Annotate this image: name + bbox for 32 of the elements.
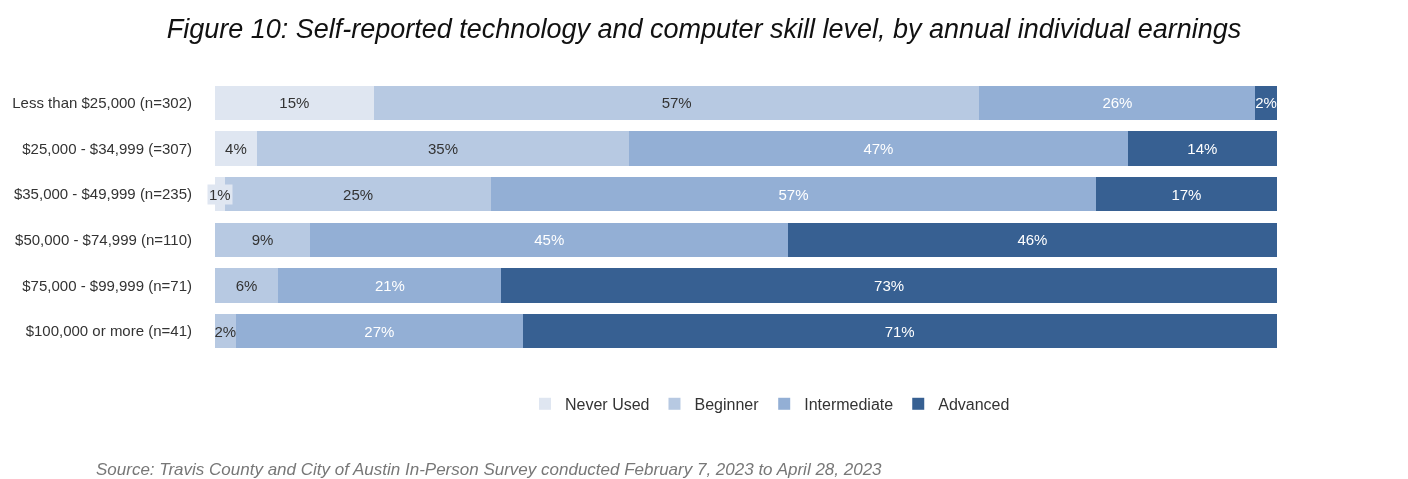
data-label: 73% xyxy=(874,277,905,295)
data-label: 57% xyxy=(778,185,809,203)
y-tick-label: $35,000 - $49,999 (n=235) xyxy=(13,185,192,203)
data-label: 17% xyxy=(1171,185,1202,203)
data-label: 14% xyxy=(1187,140,1218,158)
legend-label: Intermediate xyxy=(804,396,894,414)
data-label: 21% xyxy=(374,277,405,295)
y-tick-label: $75,000 - $99,999 (n=71) xyxy=(22,276,192,294)
data-label: 45% xyxy=(534,231,565,249)
source-note: Source: Travis County and City of Austin In-Person Survey conducted February 7, 2023 to April 28, 2023 xyxy=(96,460,883,479)
data-label: 4% xyxy=(225,140,247,158)
data-label: 71% xyxy=(884,322,915,340)
data-label: 25% xyxy=(343,185,374,203)
data-label: 15% xyxy=(279,94,310,112)
y-tick-label: $50,000 - $74,999 (n=110) xyxy=(15,231,192,249)
legend-label: Advanced xyxy=(938,396,1010,414)
data-label: 2% xyxy=(1255,94,1277,112)
data-label: 46% xyxy=(1017,231,1048,249)
chart-title: Figure 10: Self-reported technology and computer skill level, by annual individual earnings xyxy=(166,14,1242,45)
data-label: 57% xyxy=(661,94,692,112)
data-label: 9% xyxy=(251,231,274,249)
data-label: 27% xyxy=(364,322,395,340)
y-tick-label: $100,000 or more (n=41) xyxy=(25,322,192,340)
data-label: 35% xyxy=(428,140,459,158)
y-tick-label: $25,000 - $34,999 (=307) xyxy=(22,139,192,157)
data-label: 47% xyxy=(863,140,894,158)
data-label: 2% xyxy=(214,322,237,340)
legend-label: Never Used xyxy=(565,396,650,414)
data-label: 6% xyxy=(235,277,258,295)
data-label: 26% xyxy=(1102,94,1133,112)
legend-label: Beginner xyxy=(694,396,760,414)
y-tick-label: Less than $25,000 (n=302) xyxy=(12,94,192,112)
